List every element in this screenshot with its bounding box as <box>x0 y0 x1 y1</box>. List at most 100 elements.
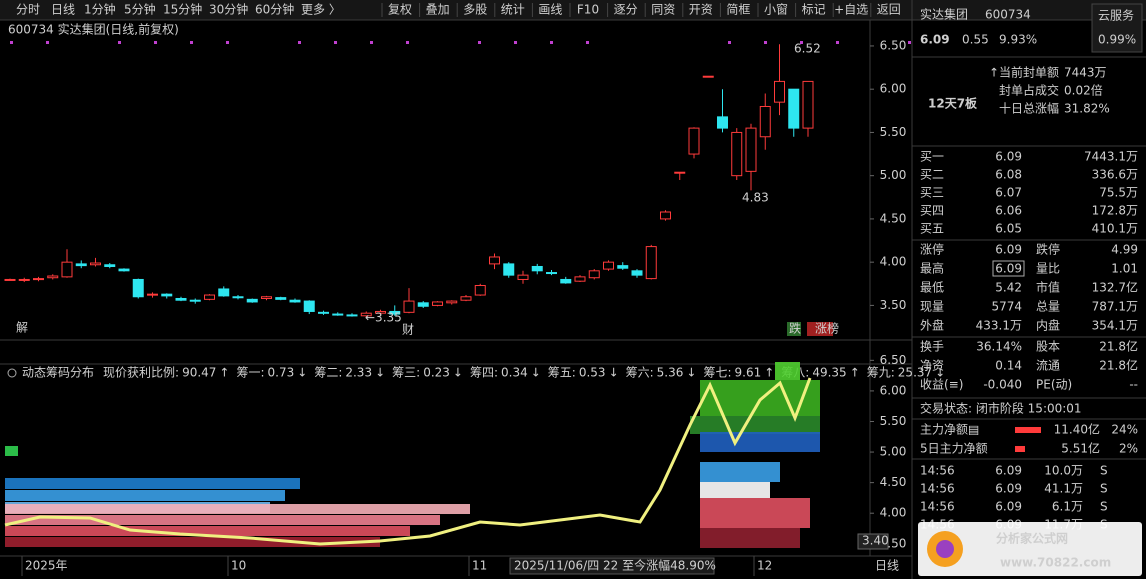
stat-value: 0.14 <box>995 359 1022 373</box>
cursor-box <box>509 557 715 575</box>
toolbar-button[interactable]: 小窗 <box>764 3 788 17</box>
tick-side: S <box>1100 464 1108 478</box>
toolbar-button[interactable]: 多股 <box>463 3 487 17</box>
candle-body <box>674 171 686 174</box>
indicator-text: ↓ <box>935 366 945 380</box>
stat-label: 市值 <box>1036 280 1060 295</box>
flow-pct: 24% <box>1111 423 1138 437</box>
streak: 12天7板 <box>928 96 978 111</box>
flow-bar <box>1015 446 1025 452</box>
toolbar-button[interactable]: F10 <box>577 3 599 17</box>
candle-body <box>261 296 272 299</box>
tab[interactable]: 1分钟 <box>84 2 116 17</box>
stat-value: 433.1万 <box>976 319 1022 333</box>
stat-value: 21.8亿 <box>1099 339 1138 354</box>
stat-value: 5774 <box>991 300 1022 314</box>
book-price: 6.06 <box>995 204 1022 218</box>
tab[interactable]: 15分钟 <box>163 2 202 17</box>
marker: 解 <box>16 321 28 335</box>
candle-body <box>90 262 101 266</box>
candle-body <box>474 285 486 296</box>
indicator-text: ↑ <box>764 366 774 380</box>
cursor-price-box <box>857 533 889 550</box>
tab[interactable]: 日线 <box>51 3 75 17</box>
board-value: 0.02倍 <box>1064 83 1103 98</box>
indicator-text: 90.47 <box>182 366 216 380</box>
y-tick-label: 6.00 <box>880 82 907 96</box>
change: 0.55 <box>962 33 989 47</box>
indicator-text: 25.37 <box>898 366 932 380</box>
candle-body <box>517 274 529 280</box>
toolbar-button[interactable]: 开资 <box>689 3 713 17</box>
signal-dot <box>190 41 193 44</box>
toolbar-button[interactable]: 复权 <box>388 3 412 17</box>
trade-status: 交易状态: 闭市阶段 15:00:01 <box>920 401 1082 416</box>
book-volume: 410.1万 <box>1092 222 1138 236</box>
chip-block <box>700 482 770 498</box>
book-volume: 75.5万 <box>1099 186 1138 200</box>
period-label[interactable]: 日线 <box>875 559 899 573</box>
candle-body <box>118 268 130 272</box>
book-label: 买二 <box>920 168 944 182</box>
candle-body <box>175 297 187 301</box>
toolbar-button[interactable]: 叠加 <box>426 3 450 17</box>
signal-dot <box>550 41 553 44</box>
y-tick-label: 6.00 <box>880 383 907 397</box>
candle-body <box>332 313 344 316</box>
y-tick-label: 4.00 <box>880 255 907 269</box>
tab[interactable]: 更多 〉 <box>301 3 341 17</box>
chip-block <box>775 362 800 380</box>
indicator-text: ↓ <box>531 366 541 380</box>
candle-body <box>531 265 543 272</box>
indicator-text: ↓ <box>609 366 619 380</box>
toolbar-button[interactable]: 统计 <box>501 3 525 17</box>
y-tick-label: 6.50 <box>880 353 907 367</box>
candle-body <box>774 80 785 103</box>
toolbar-button[interactable]: 逐分 <box>614 3 638 17</box>
tick-price: 6.09 <box>995 464 1022 478</box>
tick-time: 14:56 <box>920 482 955 496</box>
stat-label: 跌停 <box>1036 242 1060 257</box>
signal-dot <box>154 41 157 44</box>
cursor-price: 3.40 <box>862 534 889 548</box>
flow-label: 5日主力净额 <box>920 442 988 456</box>
board-label: ↑当前封单额 <box>989 65 1059 80</box>
cloud-box <box>1091 3 1143 53</box>
board-label: 封单占成交 <box>999 83 1059 98</box>
cloud-service[interactable]: 云服务 <box>1098 8 1134 23</box>
stat-value: 21.8亿 <box>1099 358 1138 373</box>
change-pct: 9.93% <box>999 33 1037 47</box>
candle-body <box>218 288 230 297</box>
toolbar-button[interactable]: 画线 <box>538 3 562 17</box>
stock-code: 600734 <box>985 8 1031 22</box>
stat-label: 量比 <box>1036 262 1060 276</box>
marker: 跌 <box>789 321 801 336</box>
y-tick-label: 4.00 <box>880 506 907 520</box>
candle-body <box>318 311 329 314</box>
tab[interactable]: 60分钟 <box>255 2 294 17</box>
stat-value: 6.09 <box>995 243 1022 257</box>
indicator-text: ↓ <box>375 366 385 380</box>
toolbar-button[interactable]: 标记 <box>802 3 826 17</box>
indicator-text: 筹二: <box>314 366 342 380</box>
tab[interactable]: 30分钟 <box>209 2 248 17</box>
stat-label: 流通 <box>1036 359 1060 373</box>
tab[interactable]: 分时 <box>16 3 40 17</box>
low-label: 4.83 <box>742 191 769 205</box>
toolbar-button[interactable]: 返回 <box>877 3 901 17</box>
chip-block <box>700 498 810 528</box>
candle-body <box>588 270 600 279</box>
y-tick-label: 5.50 <box>880 125 907 139</box>
toolbar-button[interactable]: 同资 <box>651 3 675 17</box>
tab[interactable]: 5分钟 <box>124 2 156 17</box>
candle-body <box>104 264 116 267</box>
toolbar-button[interactable]: +自选 <box>834 3 868 17</box>
chip-block <box>5 478 300 489</box>
stat-label: 现量 <box>920 300 944 314</box>
book-price: 6.07 <box>995 186 1022 200</box>
toolbar-button[interactable]: 简框 <box>726 3 750 17</box>
book-label: 买四 <box>920 204 944 218</box>
flow-label: 主力净额▤ <box>920 423 979 437</box>
candle-body <box>47 275 59 279</box>
chart-title: 600734 实达集团(日线,前复权) <box>8 22 179 37</box>
